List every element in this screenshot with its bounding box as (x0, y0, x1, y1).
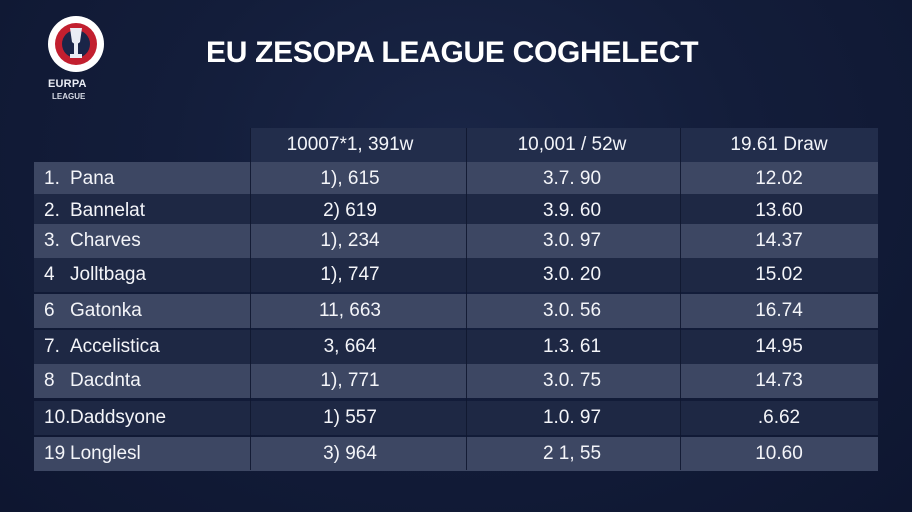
table-header (250, 128, 878, 162)
page-title: EU ZESOPA LEAGUE COGHELECT (206, 36, 699, 69)
row-team-name: Bannelat (70, 200, 146, 221)
column-divider (680, 128, 681, 470)
row-value-col1: 1), 747 (320, 264, 380, 285)
europa-league-logo: EURPA LEAGUE (38, 12, 114, 101)
row-team-name: Pana (70, 168, 115, 189)
row-value-col1: 1), 234 (320, 230, 380, 251)
logo-wordmark: EURPA (48, 78, 87, 90)
row-value-col1: 1), 771 (320, 370, 380, 391)
table-row: 2. Bannelat 2) 619 3.9. 60 13.60 (34, 194, 878, 228)
table-row: 7. Accelistica 3, 664 1.3. 61 14.95 (34, 330, 878, 364)
row-value-col2: 2 1, 55 (542, 443, 602, 464)
column-header-3: 19.61 Draw (730, 134, 828, 155)
column-divider (466, 128, 467, 470)
row-value-col2: 3.0. 97 (542, 230, 602, 251)
row-rank: 19 (44, 443, 66, 464)
row-value-col3: .6.62 (757, 407, 801, 428)
row-value-col2: 1.0. 97 (542, 407, 602, 428)
row-rank: 1. (44, 168, 60, 189)
row-value-col3: 14.73 (755, 370, 803, 391)
row-value-col1: 11, 663 (319, 300, 381, 321)
table-row: 4 Jolltbaga 1), 747 3.0. 20 15.02 (34, 258, 878, 292)
row-value-col2: 1.3. 61 (542, 336, 602, 357)
row-rank: 2. (44, 200, 60, 221)
row-team-name: Accelistica (70, 336, 160, 357)
table-row: 3. Charves 1), 234 3.0. 97 14.37 (34, 224, 878, 258)
row-value-col3: 14.95 (755, 336, 803, 357)
row-team-name: Jolltbaga (70, 264, 147, 285)
row-value-col3: 12.02 (755, 168, 803, 189)
table-row: 10. Daddsyone 1) 557 1.0. 97 .6.62 (34, 401, 878, 435)
row-value-col1: 2) 619 (323, 200, 377, 221)
row-rank: 3. (44, 230, 60, 251)
row-rank: 4 (44, 264, 55, 285)
row-rank: 10. (44, 407, 71, 428)
row-team-name: Daddsyone (70, 407, 167, 428)
row-value-col2: 3.7. 90 (542, 168, 602, 189)
row-rank: 6 (44, 300, 55, 321)
row-team-name: Charves (70, 230, 141, 251)
table-row: 19 Longlesl 3) 964 2 1, 55 10.60 (34, 437, 878, 471)
table-row: 8 Dacdnta 1), 771 3.0. 75 14.73 (34, 364, 878, 398)
row-value-col2: 3.0. 20 (542, 264, 602, 285)
table-row: 1. Pana 1), 615 3.7. 90 12.02 (34, 162, 878, 196)
logo-subtitle: LEAGUE (52, 92, 86, 101)
row-value-col3: 15.02 (755, 264, 803, 285)
row-rank: 8 (44, 370, 55, 391)
row-value-col3: 13.60 (755, 200, 803, 221)
row-value-col3: 14.37 (755, 230, 803, 251)
table-row: 6 Gatonka 11, 663 3.0. 56 16.74 (34, 294, 878, 328)
row-value-col3: 10.60 (755, 443, 803, 464)
row-value-col1: 1), 615 (320, 168, 380, 189)
row-rank: 7. (44, 336, 60, 357)
row-team-name: Gatonka (70, 300, 142, 321)
row-value-col1: 1) 557 (323, 407, 377, 428)
row-value-col2: 3.0. 75 (542, 370, 602, 391)
row-value-col1: 3, 664 (323, 336, 377, 357)
column-header-2: 10,001 / 52w (517, 134, 627, 155)
row-value-col2: 3.9. 60 (542, 200, 602, 221)
column-divider (250, 128, 251, 470)
trophy-icon (48, 16, 104, 72)
row-team-name: Dacdnta (70, 370, 141, 391)
row-value-col3: 16.74 (755, 300, 803, 321)
row-value-col1: 3) 964 (323, 443, 377, 464)
row-value-col2: 3.0. 56 (542, 300, 602, 321)
column-header-1: 10007*1, 391w (286, 134, 414, 155)
row-team-name: Longlesl (70, 443, 141, 464)
